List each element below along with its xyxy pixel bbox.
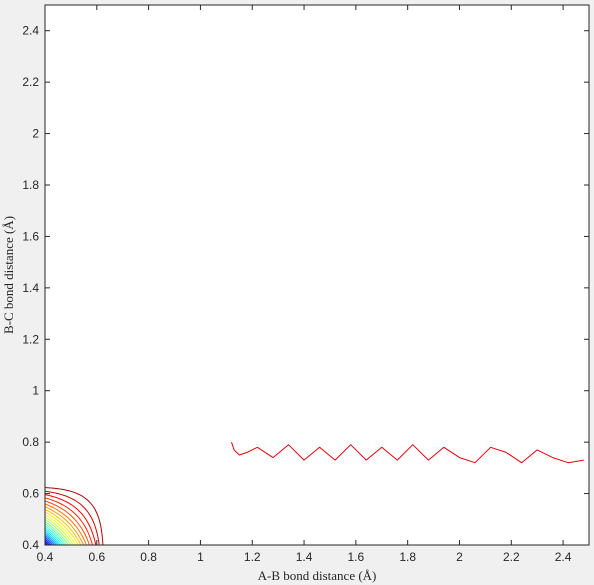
axes-frame <box>44 4 590 546</box>
contour-level <box>44 500 90 546</box>
contour-level <box>44 503 87 546</box>
contour-level <box>44 497 93 546</box>
x-tick-label: 2 <box>456 550 463 564</box>
contour-level <box>44 506 85 546</box>
contour-level <box>44 508 82 546</box>
y-tick-label: 2.4 <box>22 24 39 38</box>
contour-level <box>44 531 59 546</box>
y-tick-label: 0.6 <box>22 487 39 501</box>
y-tick-label: 1.6 <box>22 229 39 243</box>
contour-level <box>44 525 65 546</box>
y-axis-ticks: 0.4 0.6 0.8 1 1.2 1.4 1.6 1.8 2 2.2 2.4 <box>22 24 589 552</box>
contour-lines <box>44 487 104 546</box>
contour-level <box>44 487 104 546</box>
contour-level <box>44 494 97 546</box>
contour-level <box>44 490 100 546</box>
y-tick-label: 2 <box>32 127 39 141</box>
trajectory-path <box>231 441 584 464</box>
x-tick-label: 1.6 <box>348 550 365 564</box>
contour-level <box>44 533 57 546</box>
contour-level <box>44 527 63 546</box>
contour-level <box>44 518 72 546</box>
contour-level <box>44 536 54 546</box>
x-tick-label: 1.2 <box>244 550 261 564</box>
y-tick-label: 1 <box>32 384 39 398</box>
y-axis-label: B-C bond distance (Å) <box>1 216 16 334</box>
y-tick-label: 1.2 <box>22 332 39 346</box>
x-tick-label: 1 <box>197 550 204 564</box>
x-axis-label: A-B bond distance (Å) <box>258 568 377 583</box>
x-tick-label: 0.4 <box>37 550 54 564</box>
x-tick-label: 2.4 <box>555 550 572 564</box>
x-tick-label: 0.8 <box>140 550 157 564</box>
x-tick-label: 1.4 <box>296 550 313 564</box>
x-tick-label: 1.8 <box>399 550 416 564</box>
x-axis-ticks: 0.4 0.6 0.8 1 1.2 1.4 1.6 1.8 2 2.2 2.4 <box>37 5 572 564</box>
axes-background <box>45 5 589 545</box>
x-tick-label: 2.2 <box>503 550 520 564</box>
contour-level <box>44 514 77 546</box>
y-tick-label: 0.8 <box>22 435 39 449</box>
trajectory-line <box>231 441 584 464</box>
x-tick-label: 0.6 <box>88 550 105 564</box>
contour-level <box>44 516 74 546</box>
y-tick-label: 1.4 <box>22 281 39 295</box>
contour-level <box>44 521 70 546</box>
y-tick-label: 1.8 <box>22 178 39 192</box>
y-tick-label: 2.2 <box>22 75 39 89</box>
y-tick-label: 0.4 <box>22 538 39 552</box>
contour-level <box>44 511 79 546</box>
